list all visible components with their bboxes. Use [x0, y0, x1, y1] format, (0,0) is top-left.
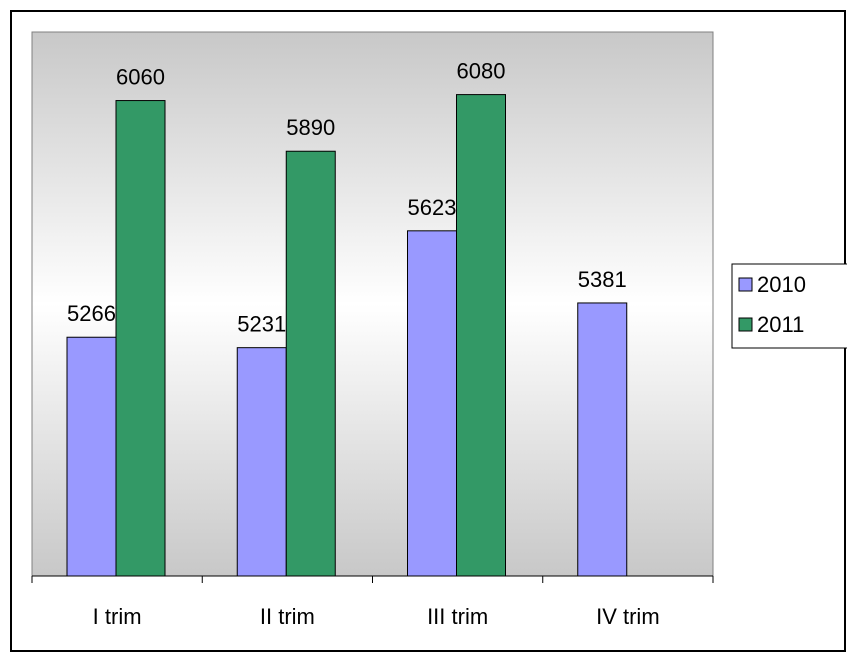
data-label-2011-1: 6060: [116, 65, 165, 90]
bar-2010-1: [66, 336, 117, 577]
data-label-2010-3: 5623: [408, 195, 457, 220]
data-labels-layer: 5266 6060 5231 5890 5623 6080 5381: [67, 59, 627, 337]
x-tick-label: III trim: [427, 604, 488, 629]
bars-layer: [66, 94, 628, 577]
legend: 2010 2011: [731, 263, 847, 349]
data-label-2010-4: 5381: [578, 267, 627, 292]
legend-label-2011: 2011: [757, 312, 804, 337]
bar-2010-2: [236, 347, 287, 577]
bar-2011-1: [115, 100, 166, 577]
legend-swatch-2011: [738, 317, 753, 332]
data-label-2010-1: 5266: [67, 301, 116, 326]
x-tick-label: II trim: [260, 604, 315, 629]
bar-2011-3: [456, 94, 506, 577]
data-label-2010-2: 5231: [237, 312, 286, 337]
bar-2010-4: [577, 302, 628, 577]
data-label-2011-2: 5890: [286, 115, 335, 140]
x-tick-label: IV trim: [596, 604, 660, 629]
data-label-2011-3: 6080: [457, 59, 506, 84]
legend-swatch-2010: [738, 277, 753, 292]
bar-2010-3: [407, 230, 457, 577]
bar-2011-2: [285, 150, 336, 577]
legend-label-2010: 2010: [757, 272, 806, 297]
x-axis: I trim II trim III trim IV trim: [31, 575, 714, 629]
x-tick-label: I trim: [93, 604, 142, 629]
